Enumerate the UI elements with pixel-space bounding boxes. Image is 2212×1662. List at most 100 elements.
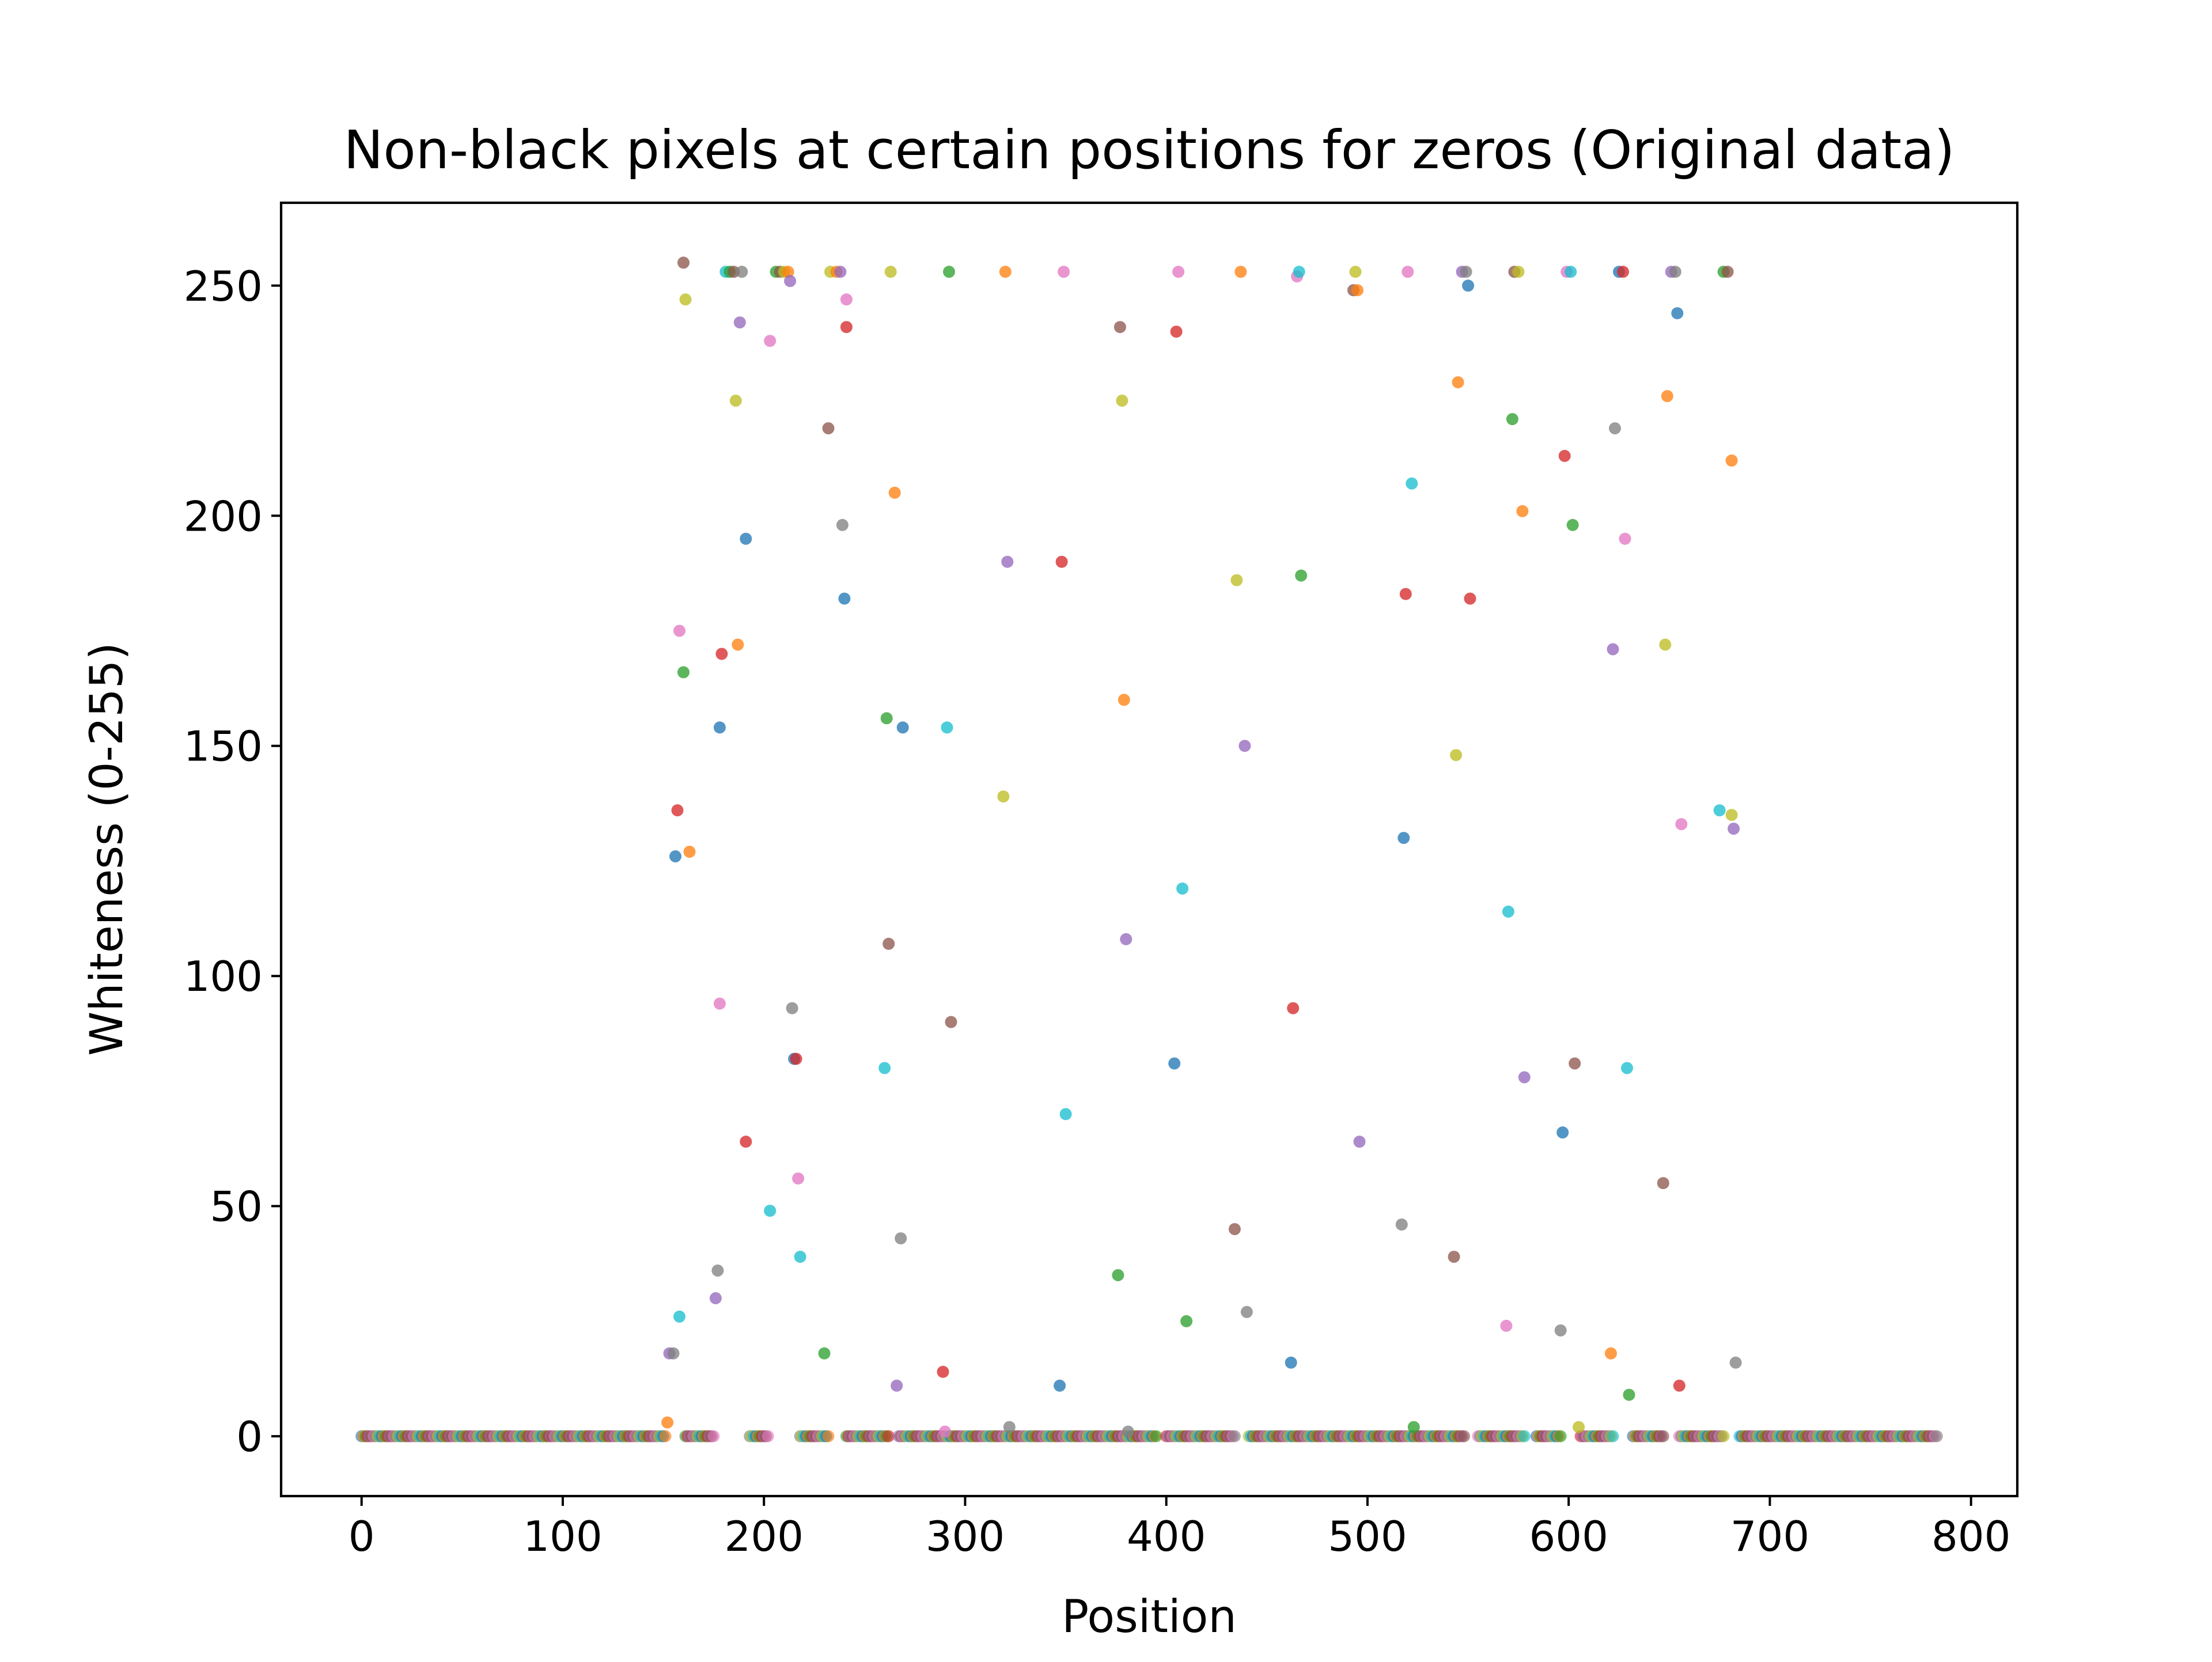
data-point — [1669, 266, 1681, 278]
data-point — [673, 1310, 685, 1323]
data-point-baseline — [1554, 1430, 1567, 1443]
data-point — [1285, 1356, 1297, 1369]
data-point — [941, 721, 953, 734]
data-point-baseline — [659, 1430, 672, 1443]
data-point — [1565, 266, 1577, 278]
x-tick-label: 400 — [1127, 1512, 1206, 1561]
data-point — [1234, 266, 1247, 278]
x-tick-label: 700 — [1730, 1512, 1809, 1561]
data-point — [1512, 266, 1525, 278]
data-point — [1118, 694, 1130, 706]
data-point — [713, 721, 726, 734]
data-point — [1055, 555, 1068, 568]
chart-title: Non-black pixels at certain positions fo… — [344, 119, 1955, 181]
data-point — [1518, 1071, 1531, 1084]
data-point — [790, 1053, 802, 1065]
data-point — [1120, 933, 1132, 945]
data-point — [1619, 532, 1631, 545]
data-point — [764, 335, 777, 347]
data-point — [1554, 1324, 1567, 1337]
x-tick-label: 500 — [1328, 1512, 1407, 1561]
x-axis-ticks: 0 100 200 300 400 500 600 700 800 — [349, 1496, 2010, 1561]
data-point — [1617, 266, 1629, 278]
data-point — [895, 1232, 907, 1245]
data-point — [736, 266, 748, 278]
data-point — [1001, 555, 1014, 568]
data-point — [740, 532, 752, 545]
data-point — [1295, 569, 1308, 582]
data-point — [1351, 284, 1363, 297]
data-point-baseline — [1458, 1430, 1471, 1443]
data-point — [1054, 1379, 1066, 1392]
data-point — [1402, 266, 1414, 278]
data-point — [997, 790, 1010, 803]
data-point — [840, 321, 853, 334]
data-point — [729, 395, 742, 407]
data-point — [1462, 279, 1475, 292]
data-point — [1170, 325, 1183, 338]
x-axis-label: Position — [1062, 1591, 1237, 1643]
data-point — [671, 804, 684, 817]
data-point — [1725, 454, 1738, 467]
plot-frame — [279, 201, 2019, 1498]
data-point — [709, 1292, 722, 1304]
data-point — [679, 293, 692, 306]
data-point — [1569, 1057, 1581, 1070]
data-point — [1500, 1319, 1513, 1332]
data-point — [784, 275, 797, 287]
data-point — [1659, 638, 1672, 651]
data-point-baseline — [1717, 1430, 1730, 1443]
data-point — [1506, 413, 1518, 425]
data-point — [1605, 1347, 1617, 1360]
data-point — [1448, 1251, 1460, 1263]
data-point — [1395, 1218, 1408, 1231]
y-tick-label: 50 — [210, 1183, 263, 1231]
data-point — [1176, 882, 1189, 895]
data-point — [1112, 1269, 1124, 1281]
data-point — [1122, 1425, 1134, 1438]
data-point-baseline — [762, 1430, 774, 1443]
data-point — [1452, 376, 1464, 389]
data-point — [1502, 905, 1514, 918]
data-point — [669, 850, 681, 862]
data-point — [943, 266, 955, 278]
data-point — [834, 266, 847, 278]
y-tick-label: 150 — [184, 722, 263, 771]
x-tick-label: 100 — [523, 1512, 602, 1561]
y-axis-ticks: 0 50 100 150 200 250 — [184, 262, 281, 1461]
data-point — [822, 422, 835, 434]
data-point — [939, 1425, 951, 1438]
data-point — [1713, 804, 1726, 817]
data-point — [1661, 390, 1673, 403]
data-point — [840, 293, 853, 306]
data-point — [1059, 1108, 1072, 1120]
data-point — [896, 721, 909, 734]
data-point — [1673, 1379, 1685, 1392]
data-point — [1621, 1062, 1633, 1074]
y-tick-label: 100 — [184, 952, 263, 1001]
data-point-baseline — [1930, 1430, 1943, 1443]
data-point — [1607, 643, 1619, 656]
data-point — [661, 1416, 674, 1429]
data-point — [764, 1205, 777, 1217]
data-point — [1516, 505, 1529, 517]
data-point — [740, 1135, 752, 1148]
data-point — [836, 518, 849, 531]
data-point — [880, 712, 893, 725]
data-point — [1406, 477, 1418, 490]
data-point — [1287, 1002, 1300, 1014]
data-point — [945, 1016, 957, 1028]
data-point — [891, 1379, 903, 1392]
data-point-baseline — [882, 1430, 895, 1443]
data-point — [1464, 592, 1476, 605]
data-point — [683, 846, 696, 858]
data-point — [1671, 307, 1684, 320]
x-tick-label: 200 — [724, 1512, 803, 1561]
data-point — [1058, 266, 1070, 278]
data-point — [1397, 832, 1410, 844]
data-point — [818, 1347, 831, 1360]
data-point — [1230, 574, 1243, 586]
data-point-baseline — [1150, 1430, 1162, 1443]
